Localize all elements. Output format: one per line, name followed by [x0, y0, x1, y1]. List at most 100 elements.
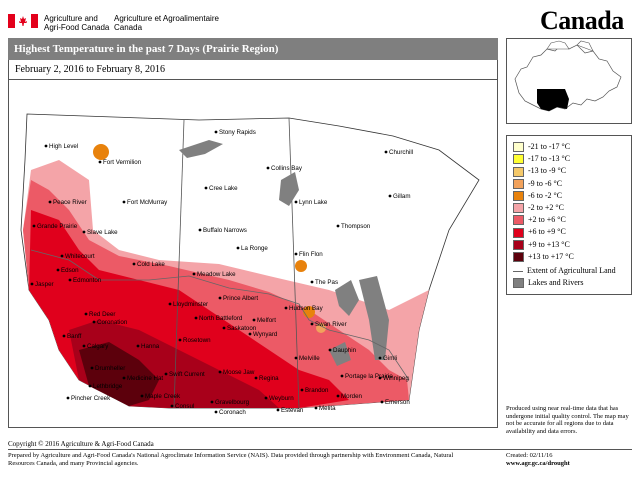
- city-label: Prince Albert: [223, 295, 258, 302]
- city-label: Weyburn: [269, 395, 294, 402]
- city-label: Melfort: [257, 317, 276, 324]
- station-dot-icon: [378, 356, 382, 360]
- city-label: Cold Lake: [137, 261, 165, 268]
- city-marker: Banff: [62, 333, 82, 340]
- agricultural-extent-line: [30, 249, 410, 381]
- temperature-map: High Level Fort Vermilion Stony Rapids Chur…: [8, 80, 498, 428]
- station-dot-icon: [266, 166, 270, 170]
- legend-item: +6 to +9 °C: [513, 227, 566, 238]
- city-label: Brandon: [305, 387, 329, 394]
- station-dot-icon: [92, 320, 96, 324]
- city-label: Churchill: [389, 149, 413, 156]
- city-label: Emerson: [385, 399, 410, 406]
- station-dot-icon: [328, 348, 332, 352]
- city-marker: Gillam: [388, 193, 411, 200]
- city-marker: Portage la Prairie: [340, 373, 393, 380]
- city-label: Winnipeg: [383, 375, 409, 382]
- legend-swatch: [513, 166, 524, 177]
- city-marker: Calgary: [82, 343, 109, 350]
- city-label: Rosetown: [183, 337, 211, 344]
- station-dot-icon: [388, 194, 392, 198]
- station-dot-icon: [170, 404, 174, 408]
- city-label: Buffalo Narrows: [203, 227, 247, 234]
- city-marker: Edmonton: [68, 277, 102, 284]
- city-label: Gravelbourg: [215, 399, 250, 406]
- city-marker: High Level: [44, 143, 78, 150]
- lake-winnipeg: [359, 276, 389, 360]
- station-dot-icon: [82, 344, 86, 348]
- city-label: Portage la Prairie: [345, 373, 393, 380]
- city-marker: Pincher Creek: [66, 395, 111, 402]
- created-info: Created: 02/11/16 www.agr.gc.ca/drought: [506, 452, 570, 467]
- city-marker: Gimli: [378, 355, 397, 362]
- station-dot-icon: [30, 282, 34, 286]
- city-marker: Fort Vermilion: [98, 159, 142, 166]
- station-dot-icon: [236, 246, 240, 250]
- copyright-text: Copyright © 2016 Agriculture & Agri-Food…: [8, 440, 154, 448]
- city-marker: Rosetown: [178, 337, 211, 344]
- legend-label: +2 to +6 °C: [528, 215, 566, 225]
- city-label: Swan River: [315, 321, 347, 328]
- city-marker: Edson: [56, 267, 79, 274]
- legend-item: +13 to +17 °C: [513, 252, 574, 262]
- station-dot-icon: [210, 400, 214, 404]
- legend-swatch: [513, 178, 524, 189]
- city-marker: Peace River: [48, 199, 87, 206]
- station-dot-icon: [254, 376, 258, 380]
- station-dot-icon: [132, 262, 136, 266]
- station-dot-icon: [198, 228, 202, 232]
- city-label: Fort McMurray: [127, 199, 168, 206]
- station-dot-icon: [164, 372, 168, 376]
- city-marker: Coronation: [92, 319, 128, 326]
- city-label: Pincher Creek: [71, 395, 111, 402]
- station-dot-icon: [82, 230, 86, 234]
- station-dot-icon: [168, 302, 172, 306]
- station-dot-icon: [122, 376, 126, 380]
- station-dot-icon: [214, 130, 218, 134]
- lake-winnipegosis: [335, 280, 359, 316]
- station-dot-icon: [218, 296, 222, 300]
- station-dot-icon: [122, 200, 126, 204]
- legend-item: -21 to -17 °C: [513, 142, 570, 153]
- city-label: Fort Vermilion: [103, 159, 142, 166]
- station-dot-icon: [294, 252, 298, 256]
- station-dot-icon: [248, 332, 252, 336]
- city-marker: Thompson: [336, 223, 371, 230]
- city-marker: Winnipeg: [378, 375, 409, 382]
- legend-item: +2 to +6 °C: [513, 215, 566, 226]
- city-marker: Gravelbourg: [210, 399, 250, 406]
- station-dot-icon: [380, 400, 384, 404]
- station-dot-icon: [310, 280, 314, 284]
- legend-label: Lakes and Rivers: [528, 278, 584, 287]
- station-dot-icon: [264, 396, 268, 400]
- city-marker: Maple Creek: [140, 393, 181, 400]
- city-marker: Slave Lake: [82, 229, 118, 236]
- city-marker: Estevan: [276, 407, 304, 414]
- city-label: High Level: [49, 143, 78, 150]
- station-dot-icon: [294, 200, 298, 204]
- station-dot-icon: [178, 338, 182, 342]
- city-marker: Grande Prairie: [32, 223, 78, 230]
- city-label: Peace River: [53, 199, 87, 206]
- city-label: Collins Bay: [271, 165, 303, 172]
- city-marker: Churchill: [384, 149, 413, 156]
- canada-locator-outline: [514, 40, 622, 112]
- station-dot-icon: [204, 186, 208, 190]
- city-label: Melville: [299, 355, 320, 362]
- legend-label: +13 to +17 °C: [528, 251, 574, 261]
- city-marker: Melville: [294, 355, 320, 362]
- city-label: Gimli: [383, 355, 397, 362]
- lake-athabasca: [179, 140, 223, 158]
- legend-item: +9 to +13 °C: [513, 240, 570, 250]
- station-dot-icon: [222, 326, 226, 330]
- station-dot-icon: [44, 144, 48, 148]
- city-label: Jasper: [35, 281, 54, 288]
- city-marker: Red Deer: [84, 311, 115, 318]
- city-label: The Pas: [315, 279, 338, 286]
- city-label: La Ronge: [241, 245, 268, 252]
- city-label: Drumheller: [95, 365, 125, 372]
- city-label: Moose Jaw: [223, 369, 255, 376]
- station-dot-icon: [310, 322, 314, 326]
- station-dot-icon: [218, 370, 222, 374]
- legend-label: +6 to +9 °C: [528, 227, 566, 237]
